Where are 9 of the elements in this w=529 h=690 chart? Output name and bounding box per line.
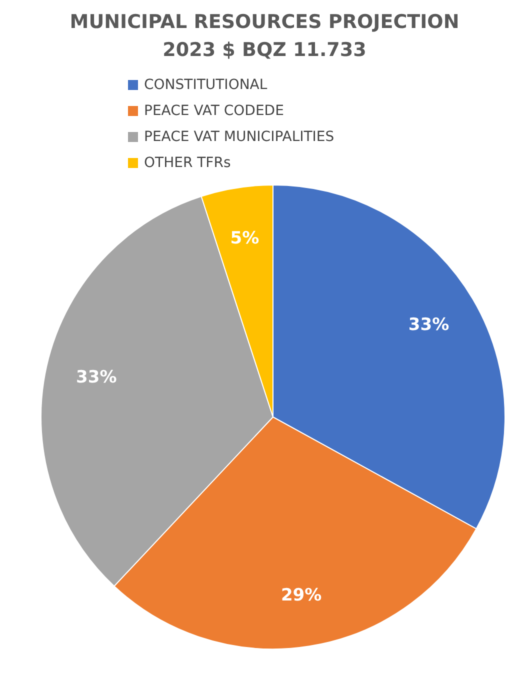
data-label: 33% xyxy=(408,314,450,335)
data-label: 29% xyxy=(280,586,322,606)
chart-title: MUNICIPAL RESOURCES PROJECTION 2023 $ BQZ 11.733 xyxy=(68,10,460,63)
data-label: 33% xyxy=(76,368,117,388)
legend-label: PEACE VAT MUNICIPALITIES xyxy=(144,129,334,145)
legend-label: OTHER TFRs xyxy=(144,155,231,171)
data-label: 5% xyxy=(230,228,260,248)
legend-label: PEACE VAT CODEDE xyxy=(144,103,284,119)
legend-label: CONSTITUTIONAL xyxy=(144,77,268,93)
